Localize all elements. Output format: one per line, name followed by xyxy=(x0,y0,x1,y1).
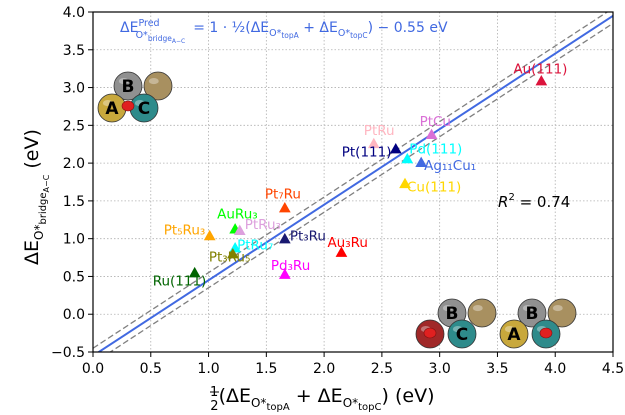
x-tick-label: 4.5 xyxy=(602,361,624,377)
x-tick-label: 4.0 xyxy=(544,361,566,377)
fit-band-line xyxy=(109,22,613,352)
data-point-label: Pd₃Ru xyxy=(271,258,310,274)
x-axis-label: 1 2(ΔEO*topA + ΔEO*topC) (eV) xyxy=(210,385,434,414)
svg-text:B: B xyxy=(122,77,135,97)
data-point-label: Pt₇Ru xyxy=(265,186,301,202)
oxygen-atom xyxy=(121,100,135,112)
data-point-label: Ru(111) xyxy=(153,273,207,289)
data-point-label: PtCu xyxy=(420,114,451,130)
atom-sphere xyxy=(467,298,497,328)
data-point-label: Pd(111) xyxy=(409,141,462,157)
data-point-marker xyxy=(278,201,291,213)
atom-sphere xyxy=(143,71,173,101)
x-tick-label: 0.0 xyxy=(82,361,104,377)
data-point-label: PtRu₃ xyxy=(245,217,281,233)
data-point-label: Au₃Ru xyxy=(327,235,368,251)
y-tick-label: 3.5 xyxy=(63,43,85,59)
data-point-marker xyxy=(415,156,428,168)
y-tick-label: 4.0 xyxy=(63,5,85,21)
oxygen-atom xyxy=(423,327,437,339)
data-point-label: Pt₃Ru₅ xyxy=(209,250,251,266)
y-tick-label: 1.0 xyxy=(63,232,85,248)
y-axis-label: ΔEO*bridgeA−C (eV) xyxy=(21,129,51,265)
fit-band-line xyxy=(93,12,609,349)
atom-sphere: A xyxy=(97,93,127,123)
oxygen-atom xyxy=(539,327,553,339)
inset-bridge-site: BA C xyxy=(97,71,173,123)
data-points xyxy=(188,75,548,279)
x-tick-label: 2.5 xyxy=(371,361,393,377)
data-point-label: Pt₅Ru₃ xyxy=(164,222,206,238)
svg-text:C: C xyxy=(138,99,150,119)
fit-line xyxy=(96,14,613,352)
x-tick-label: 0.5 xyxy=(140,361,162,377)
data-point-label: AuRu₃ xyxy=(217,207,258,223)
fit-line-path xyxy=(96,14,613,352)
y-tick-label: 0.0 xyxy=(63,307,85,323)
fit-band xyxy=(93,12,613,352)
data-point-label: Pt₃Ru xyxy=(290,228,326,244)
atom-sphere: B xyxy=(113,71,143,101)
data-point-label: Pt(111) xyxy=(342,145,392,161)
atom-sphere: B xyxy=(517,298,547,328)
y-tick-label: 3.0 xyxy=(63,81,85,97)
x-tick-label: 1.0 xyxy=(197,361,219,377)
atom-sphere: C xyxy=(129,93,159,123)
inset-top-a-site: BA xyxy=(499,298,577,349)
data-point-marker xyxy=(233,224,246,236)
data-point-marker xyxy=(278,232,291,244)
data-point-label: Cu(111) xyxy=(407,179,461,195)
svg-text:B: B xyxy=(526,304,539,324)
data-point-marker xyxy=(389,143,402,154)
y-tick-label: 0.5 xyxy=(63,269,85,285)
data-point-label: PtRu₇ xyxy=(237,237,273,253)
svg-text:A: A xyxy=(105,99,119,119)
data-point-marker xyxy=(401,152,414,164)
svg-text:A: A xyxy=(507,325,521,345)
x-tick-label: 3.0 xyxy=(429,361,451,377)
atom-sphere xyxy=(547,298,577,328)
data-point-marker xyxy=(203,229,216,241)
data-point-marker xyxy=(367,137,380,149)
atom-sphere: C xyxy=(447,319,477,349)
data-point-label: Ag₁₁Cu₁ xyxy=(424,158,476,174)
data-point-marker xyxy=(226,248,239,259)
svg-text:B: B xyxy=(446,304,459,324)
data-labels: Au(111) PtCu PtRu Pd(111) Pt(111) Ag₁₁Cu₁ Cu(1… xyxy=(153,62,568,290)
axes: 0.0 0.5 1.0 1.5 2.0 2.5 3.0 3.5 4.0 4.5−0.50.00.5… xyxy=(51,5,624,377)
plot-frame xyxy=(92,11,614,353)
data-point-label: Au(111) xyxy=(513,62,567,78)
x-tick-label: 2.0 xyxy=(313,361,335,377)
data-point-marker xyxy=(399,177,411,189)
svg-text:C: C xyxy=(456,325,468,345)
y-tick-label: 1.5 xyxy=(63,194,85,210)
x-tick-label: 3.5 xyxy=(486,361,508,377)
r-squared: R2 = 0.74 xyxy=(498,192,570,211)
data-point-marker xyxy=(278,268,291,279)
y-tick-label: −0.5 xyxy=(51,345,85,361)
data-point-marker xyxy=(535,75,548,86)
y-tick-label: 2.5 xyxy=(63,118,85,134)
fit-equation: ΔEPred O*bridgeA−C= 1 · ½(ΔEO*topA + ΔEO*… xyxy=(120,18,448,45)
atom-sphere: A xyxy=(499,319,529,349)
inset-top-c-site: BC xyxy=(415,298,497,349)
data-point-marker xyxy=(335,246,348,257)
x-tick-label: 1.5 xyxy=(255,361,277,377)
data-point-label: PtRu xyxy=(364,123,395,139)
data-point-marker xyxy=(425,128,438,140)
y-tick-label: 2.0 xyxy=(63,156,85,172)
data-point-marker xyxy=(188,266,201,278)
